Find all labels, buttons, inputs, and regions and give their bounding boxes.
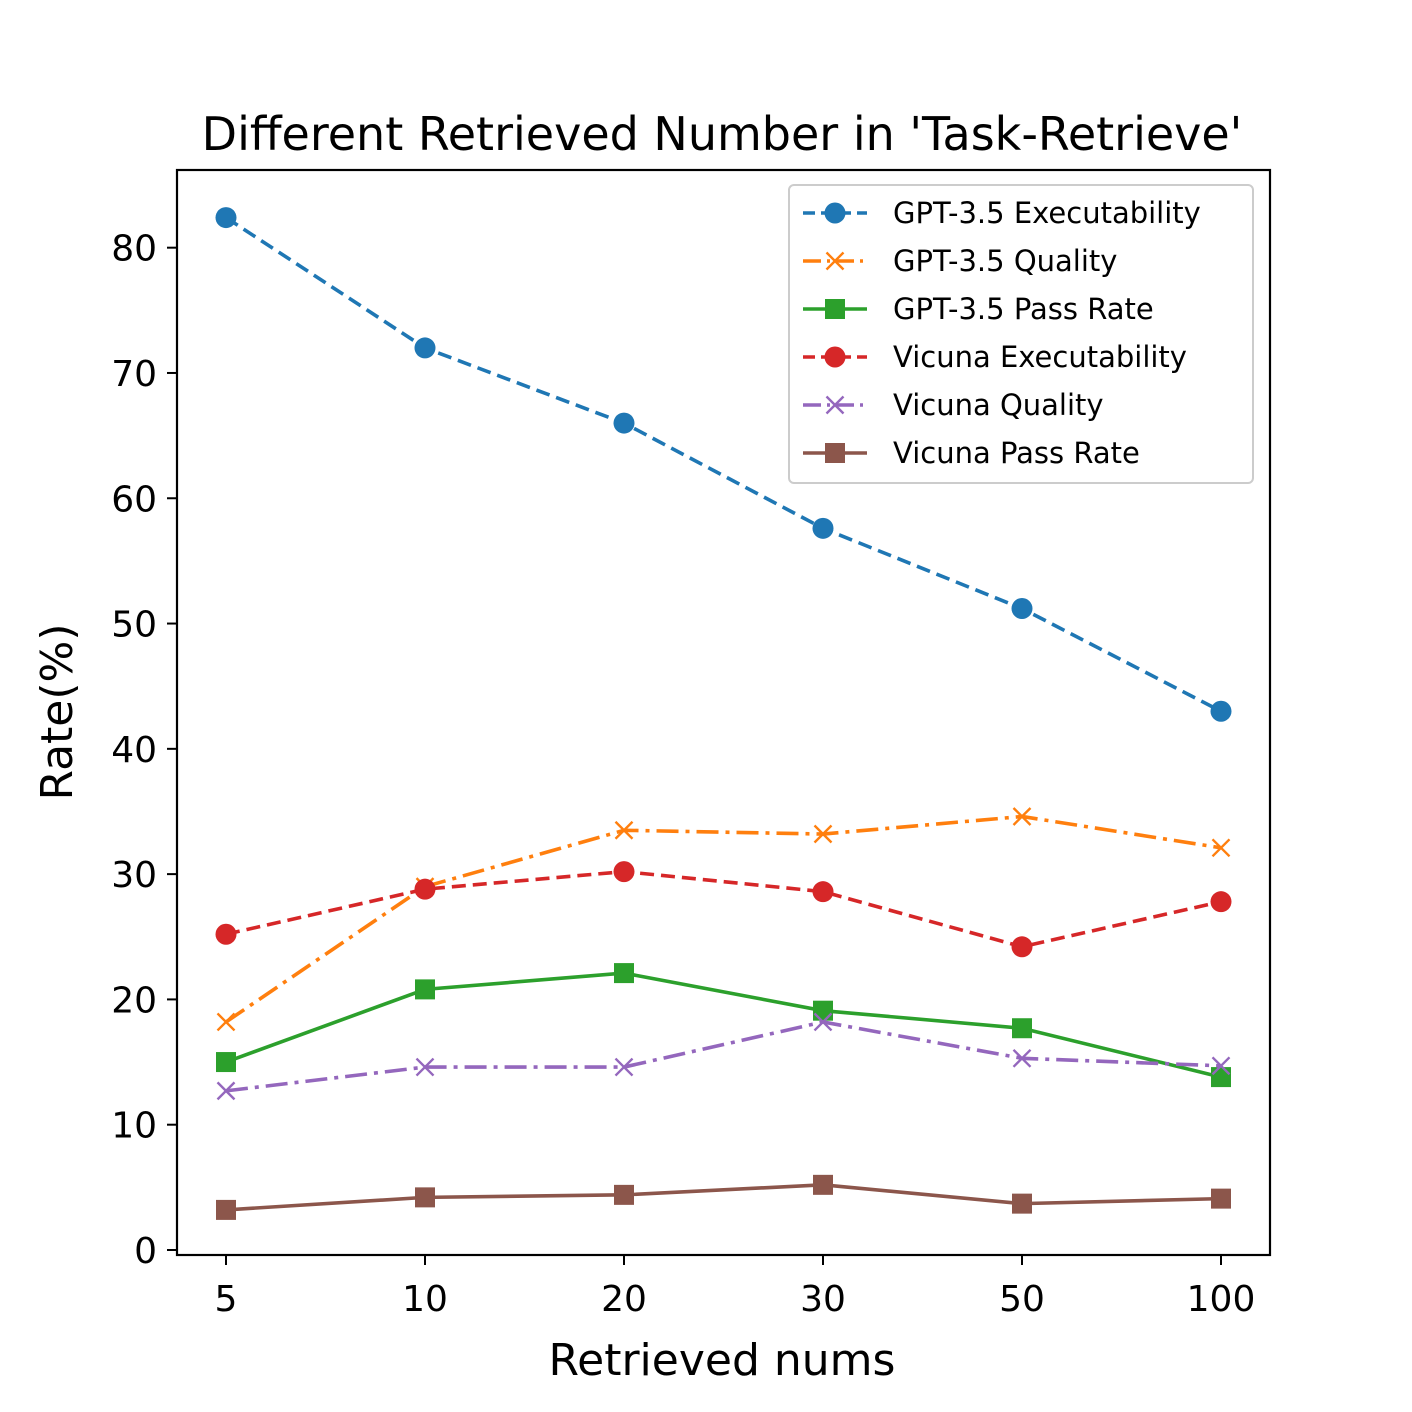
data-point [216,1012,236,1032]
y-tick-label: 40 [111,730,157,771]
data-point [813,824,833,844]
legend-label: GPT-3.5 Pass Rate [893,292,1154,326]
legend-label: Vicuna Executability [893,340,1187,374]
chart-title: Different Retrieved Number in 'Task-Retr… [202,107,1243,161]
series-3 [216,963,1231,1088]
series-1 [215,207,1232,722]
data-point [1012,1193,1032,1214]
x-tick-label: 30 [800,1279,846,1320]
plot-area [215,207,1232,1220]
data-point [415,1187,435,1208]
legend-entry: Vicuna Quality [803,388,1104,422]
legend-marker [824,202,846,224]
x-tick-label: 100 [1187,1279,1256,1320]
data-point [1012,807,1032,826]
data-point [216,1199,236,1220]
data-point [812,517,834,539]
data-point [1211,1056,1231,1076]
data-point [215,207,237,229]
legend-entry: GPT-3.5 Pass Rate [803,292,1154,326]
data-point [613,412,635,434]
legend: GPT-3.5 Executability GPT-3.5 Quality GPT-… [788,184,1254,484]
y-axis-label: Rate(%) [32,623,83,800]
legend-marker [825,299,845,319]
data-point [216,1081,236,1101]
legend-entry: GPT-3.5 Quality [803,244,1117,278]
y-tick-label: 10 [111,1106,157,1147]
data-point [1011,598,1033,620]
data-point [414,878,436,900]
data-point [414,337,436,359]
series-2 [216,807,1231,1032]
axes-frame [175,168,1272,1257]
series-line [225,869,1222,949]
y-tick-label: 80 [111,229,157,270]
data-point [614,820,634,840]
series-line [225,1020,1222,1093]
x-tick-label: 20 [601,1279,647,1320]
data-point [813,1174,833,1195]
legend-marker [825,251,845,271]
legend-marker [824,346,846,368]
x-tick-label: 50 [999,1279,1045,1320]
data-point [614,1184,634,1205]
data-point [415,979,435,1000]
legend-entry: Vicuna Pass Rate [803,436,1140,470]
data-point [1211,1188,1231,1209]
series-line [225,216,1222,713]
data-point [216,1052,236,1073]
data-point [1012,1018,1032,1039]
y-tick-label: 70 [111,354,157,395]
legend-label: GPT-3.5 Quality [893,244,1117,278]
series-5 [216,1012,1231,1101]
x-axis-label: Retrieved nums [549,1335,896,1386]
legend-box [788,184,1254,484]
data-point [1011,936,1033,958]
legend-marker [825,443,845,463]
data-point [1211,1067,1231,1088]
legend-label: Vicuna Quality [893,388,1104,422]
y-tick-label: 60 [111,479,157,520]
data-point [812,881,834,903]
data-point [215,923,237,945]
legend-entry: Vicuna Executability [803,340,1187,374]
data-point [1210,700,1232,722]
data-point [614,963,634,984]
x-tick-label: 10 [402,1279,448,1320]
legend-label: GPT-3.5 Executability [893,196,1201,230]
series-6 [216,1174,1231,1220]
y-tick-label: 30 [111,855,157,896]
data-point [1012,1048,1032,1068]
series-line [225,971,1222,1079]
legend-entry: GPT-3.5 Executability [803,196,1201,230]
y-tick-label: 50 [111,605,157,646]
y-tick-label: 0 [134,1231,157,1272]
data-point [1211,838,1231,858]
data-point [1210,891,1232,913]
series-4 [215,861,1232,958]
data-point [813,1000,833,1021]
data-point [613,861,635,883]
y-tick-label: 20 [111,980,157,1021]
x-tick-label: 5 [215,1279,238,1320]
axis-ticks: 0 10 20 30 40 50 60 70 80 5 10 20 30 50 100 [111,229,1255,1320]
data-point [813,1012,833,1032]
legend-label: Vicuna Pass Rate [893,436,1140,470]
series-line [225,1183,1222,1212]
data-point [614,1057,634,1077]
data-point [415,1057,435,1077]
series-line [224,814,1222,1024]
legend-marker [825,395,845,415]
